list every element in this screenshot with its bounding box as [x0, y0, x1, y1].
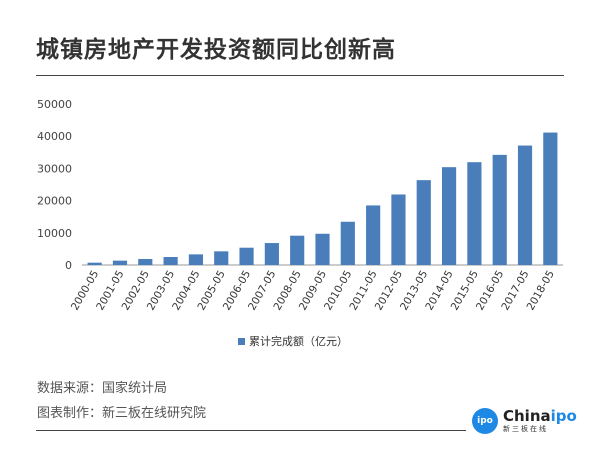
bar [543, 132, 558, 265]
y-tick-label: 10000 [37, 227, 72, 240]
bar-chart: 010000200003000040000500002000-052001-05… [37, 98, 563, 312]
bar [391, 194, 406, 265]
logo-text: Chinaipo [503, 406, 577, 425]
bar [138, 259, 153, 265]
logo-badge: ipo [472, 408, 498, 434]
legend: 累计完成额（亿元） [238, 333, 348, 349]
bar [264, 243, 279, 265]
bar [214, 251, 229, 265]
legend-swatch [238, 337, 245, 345]
bar [290, 235, 305, 265]
y-tick-label: 0 [65, 259, 72, 272]
chinaipo-logo: ipo Chinaipo 新三板在线 [472, 408, 577, 434]
y-tick-label: 40000 [37, 130, 72, 143]
page-title: 城镇房地产开发投资额同比创新高 [36, 37, 396, 63]
footer-divider [36, 430, 466, 431]
title-divider [36, 75, 564, 76]
bar [517, 145, 533, 265]
legend-label: 累计完成额（亿元） [249, 335, 348, 348]
bar [315, 233, 330, 265]
bar [416, 180, 431, 265]
bar [87, 262, 102, 265]
bar [441, 167, 457, 265]
bar [163, 257, 178, 265]
logo-subtext: 新三板在线 [503, 424, 548, 433]
bar [112, 260, 128, 265]
bar [467, 162, 482, 265]
bar [188, 254, 204, 265]
y-tick-label: 20000 [37, 195, 72, 208]
bar [492, 154, 507, 265]
bar [239, 247, 254, 265]
bar [340, 221, 355, 265]
chart-maker: 图表制作：新三板在线研究院 [37, 406, 207, 421]
y-tick-label: 50000 [37, 98, 72, 111]
data-source: 数据来源：国家统计局 [37, 381, 168, 396]
bar [366, 205, 381, 265]
y-tick-label: 30000 [37, 162, 72, 175]
